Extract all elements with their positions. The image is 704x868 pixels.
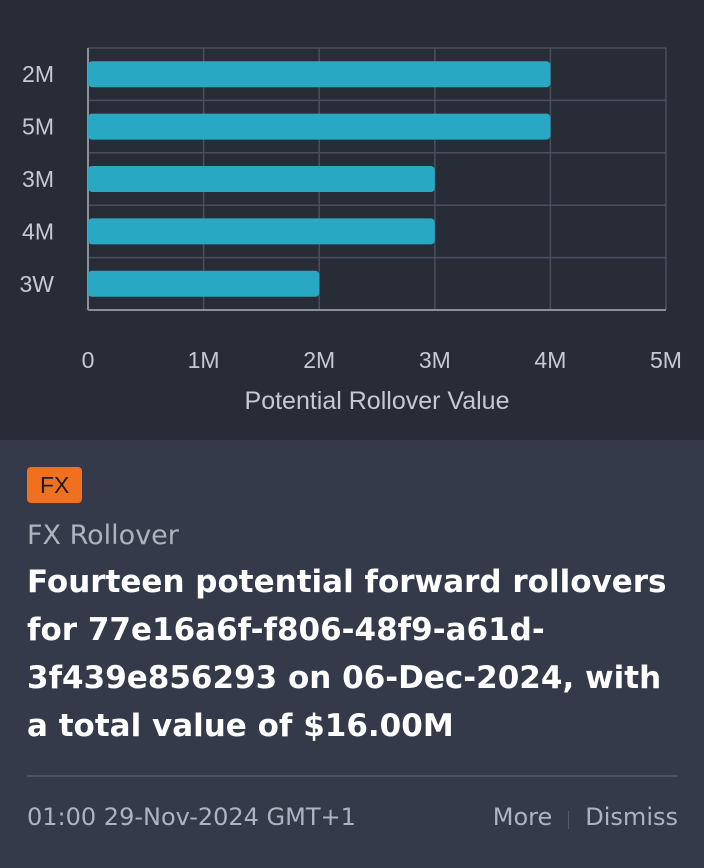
rollover-bar-chart: 2M 5M 3M 4M 3W 0 1M 2M 3M 4M 5M Potential Rollover … [20, 47, 682, 415]
dismiss-button[interactable]: Dismiss [585, 803, 678, 831]
action-separator [568, 810, 570, 829]
x-tick-label: 2M [303, 347, 335, 373]
bar-3M [88, 166, 435, 192]
y-tick-label: 5M [22, 114, 54, 140]
notification-category: FX Rollover [27, 520, 179, 551]
notification-body: FX FX Rollover Fourteen potential forwar… [0, 440, 704, 868]
bar-3W [88, 270, 320, 297]
divider [27, 775, 678, 777]
more-button[interactable]: More [492, 803, 553, 831]
x-tick-label: 0 [82, 347, 95, 373]
x-tick-label: 4M [534, 347, 566, 373]
bar-4M [88, 218, 435, 245]
x-tick-label: 5M [650, 347, 682, 373]
bar-5M [88, 113, 551, 140]
chart-panel: 2M 5M 3M 4M 3W 0 1M 2M 3M 4M 5M Potential Rollover … [0, 0, 704, 440]
category-tag: FX [27, 467, 83, 503]
x-tick-label: 3M [419, 347, 451, 373]
notification-actions: More Dismiss [493, 803, 678, 831]
bar-2M [88, 61, 551, 88]
y-tick-label: 3M [22, 166, 54, 192]
y-tick-label: 3W [20, 271, 55, 297]
x-axis-title: Potential Rollover Value [245, 387, 510, 415]
notification-headline: Fourteen potential forward rollovers for… [27, 564, 667, 744]
y-tick-label: 4M [22, 218, 54, 244]
x-tick-label: 1M [188, 347, 220, 373]
notification-timestamp: 01:00 29-Nov-2024 GMT+1 [27, 803, 356, 831]
y-tick-label: 2M [22, 61, 54, 87]
